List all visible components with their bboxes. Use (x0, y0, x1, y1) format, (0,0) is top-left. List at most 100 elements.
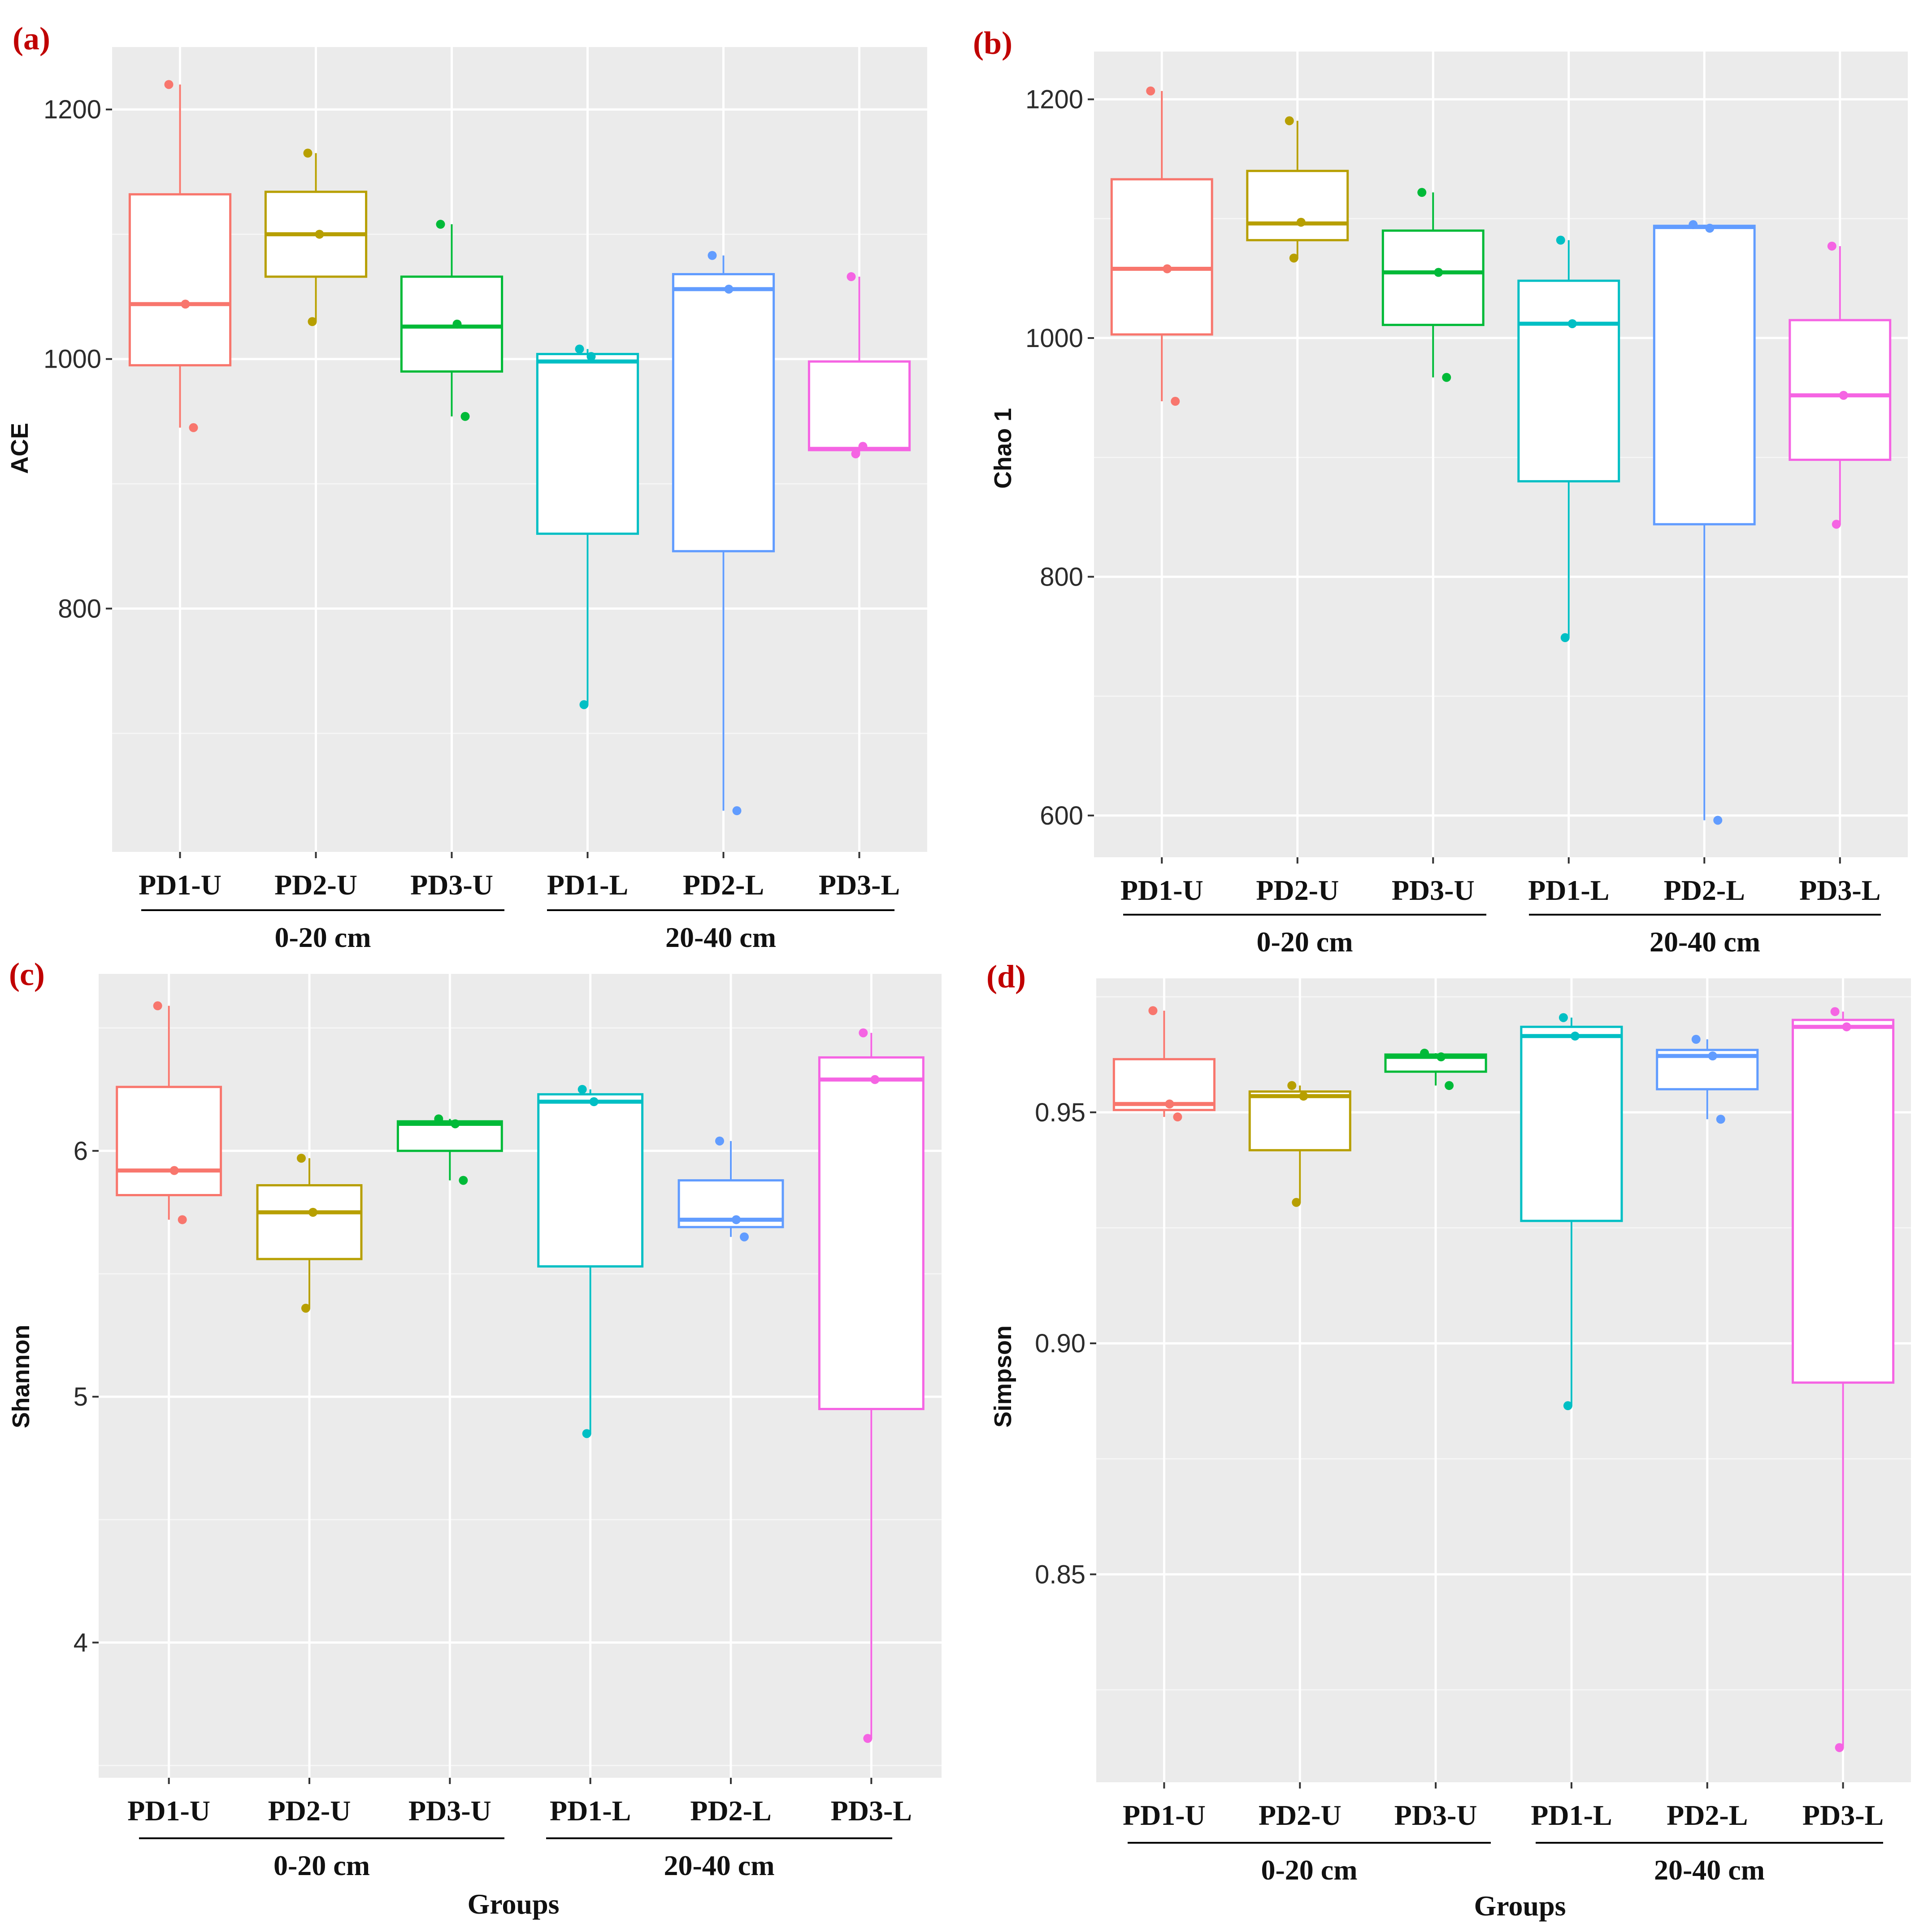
data-point-pd1-l (579, 700, 589, 709)
box-iqr (116, 1085, 222, 1196)
data-point-pd1-u (1173, 1112, 1182, 1122)
y-tick-label: 800 (1040, 562, 1083, 591)
data-point-pd1-u (178, 1215, 187, 1224)
box-iqr (1246, 169, 1349, 242)
x-tick-label: PD1-U (1123, 1799, 1206, 1831)
data-point-pd2-l (1713, 816, 1723, 825)
x-tick-label: PD2-U (274, 869, 357, 901)
y-axis-title: ACE (6, 423, 33, 474)
box-iqr (536, 353, 639, 535)
panel-b: 600 800 1000 1200 PD1-U PD2-U PD3-U PD1-L PD2-L P… (973, 25, 1908, 958)
box-pd3-u (1384, 1053, 1487, 1086)
box-iqr (128, 193, 232, 367)
data-point-pd2-l (724, 284, 734, 294)
data-point-pd1-u (1163, 264, 1172, 274)
y-axis-title: Simpson (990, 1325, 1016, 1428)
data-point-pd2-l (1705, 224, 1715, 233)
data-point-pd1-l (1560, 633, 1570, 643)
box-iqr (1248, 1090, 1351, 1151)
plot-background (112, 47, 927, 852)
data-point-pd3-l (1830, 1007, 1840, 1016)
data-point-pd3-l (847, 272, 856, 282)
data-point-pd1-l (1563, 1401, 1572, 1411)
box-iqr (256, 1184, 363, 1260)
box-pd1-l (1517, 240, 1620, 638)
data-point-pd2-u (1289, 253, 1298, 263)
data-point-pd3-u (1420, 1048, 1429, 1058)
x-tick-label: PD3-L (831, 1795, 912, 1827)
y-tick-label: 1200 (1025, 85, 1083, 114)
data-point-pd1-l (586, 352, 596, 361)
data-point-pd2-u (308, 317, 317, 326)
data-point-pd3-l (870, 1075, 880, 1084)
box-pd2-l (677, 1141, 784, 1237)
box-pd3-l (1789, 246, 1892, 525)
panel-tag: (c) (9, 956, 45, 992)
box-iqr (537, 1093, 644, 1268)
box-pd1-u (1112, 1011, 1216, 1117)
x-tick-label: PD2-L (683, 869, 764, 901)
data-point-pd2-u (301, 1303, 310, 1313)
data-point-pd3-l (1842, 1022, 1851, 1032)
data-point-pd2-u (308, 1207, 317, 1217)
x-tick-label: PD2-U (268, 1795, 351, 1827)
y-axis-title: Chao 1 (990, 408, 1016, 489)
data-point-pd1-u (1171, 397, 1180, 406)
data-point-pd3-u (451, 1119, 460, 1129)
data-point-pd1-u (189, 423, 198, 432)
box-iqr (818, 1056, 925, 1411)
data-point-pd1-l (577, 1085, 587, 1094)
data-point-pd2-u (315, 230, 324, 239)
depth-group-label: 0-20 cm (1261, 1854, 1357, 1886)
depth-group-label: 20-40 cm (1654, 1854, 1765, 1886)
x-tick-label: PD1-U (139, 869, 221, 901)
data-point-pd1-l (1567, 319, 1577, 328)
data-point-pd3-u (1437, 1052, 1446, 1062)
data-point-pd2-l (715, 1136, 724, 1146)
panel-d: 0.85 0.90 0.95 PD1-U PD2-U PD3-U PD1-L PD2-L PD3… (986, 959, 1911, 1922)
box-pd2-l (1656, 1039, 1759, 1120)
panel-tag: (d) (986, 959, 1026, 994)
y-tick-label: 1000 (43, 345, 101, 374)
y-tick-label: 0.90 (1035, 1329, 1085, 1358)
box-iqr (396, 1120, 503, 1152)
data-point-pd3-l (1832, 520, 1841, 529)
data-point-pd2-l (732, 1215, 741, 1224)
x-tick-label: PD1-U (127, 1795, 210, 1827)
x-tick-label: PD2-L (1667, 1799, 1748, 1831)
depth-group-label: 20-40 cm (664, 1850, 774, 1881)
data-point-pd3-l (851, 449, 860, 459)
box-pd3-u (1381, 192, 1485, 378)
box-pd1-l (1520, 1017, 1623, 1406)
data-point-pd1-u (164, 80, 174, 89)
data-point-pd2-l (1691, 1035, 1701, 1044)
data-point-pd2-u (1285, 116, 1294, 126)
box-pd3-l (808, 277, 911, 454)
box-pd2-u (264, 153, 368, 322)
data-point-pd3-l (1839, 391, 1848, 400)
depth-group-label: 20-40 cm (665, 921, 776, 953)
data-point-pd2-u (1287, 1081, 1297, 1090)
data-point-pd1-u (153, 1001, 162, 1011)
y-tick-label: 4 (74, 1628, 88, 1657)
y-tick-label: 6 (74, 1137, 88, 1166)
data-point-pd1-l (582, 1429, 591, 1438)
box-pd3-u (400, 224, 504, 417)
y-tick-label: 0.95 (1035, 1098, 1085, 1127)
panel-tag: (a) (13, 21, 50, 56)
box-iqr (1381, 229, 1485, 326)
x-tick-label: PD3-L (819, 869, 900, 901)
depth-group-label: 0-20 cm (274, 1850, 370, 1881)
depth-group-label: 0-20 cm (1256, 926, 1353, 958)
x-tick-label: PD3-L (1799, 874, 1880, 906)
data-point-pd1-l (1556, 235, 1565, 245)
data-point-pd3-l (859, 1028, 868, 1038)
x-tick-label: PD3-U (408, 1795, 491, 1827)
box-pd3-l (818, 1033, 925, 1739)
plot-background (1096, 978, 1911, 1782)
x-tick-label: PD2-U (1256, 874, 1339, 906)
data-point-pd3-u (436, 220, 445, 229)
data-point-pd2-u (1299, 1091, 1308, 1101)
box-iqr (1517, 279, 1620, 482)
